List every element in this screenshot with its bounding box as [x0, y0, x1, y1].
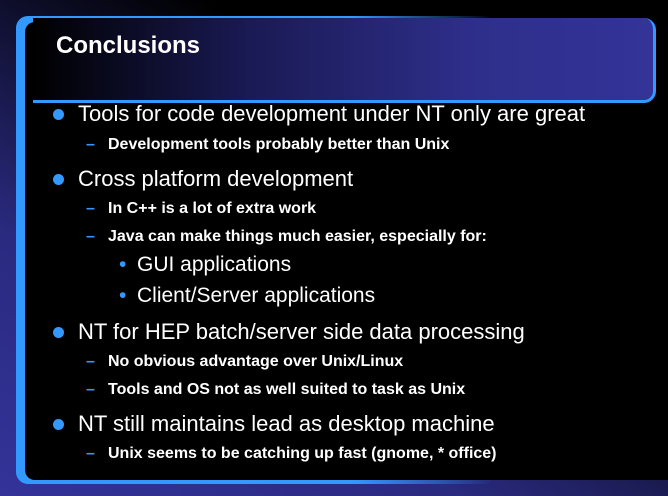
sub-bullet-item: – No obvious advantage over Unix/Linux [86, 353, 404, 371]
sub-bullet-item: – Unix seems to be catching up fast (gnom… [86, 445, 497, 463]
sub-bullet-text: In C++ is a lot of extra work [108, 200, 317, 217]
sub-sub-bullet-item: • GUI applications [119, 253, 292, 277]
dash-icon: – [86, 200, 95, 217]
bullet-item: Cross platform development [53, 166, 354, 192]
sub-bullet-item: – In C++ is a lot of extra work [86, 200, 317, 218]
sub-bullet-item: – Java can make things much easier, espec… [86, 228, 487, 246]
bullet-dot-icon [53, 174, 64, 185]
sub-sub-bullet-item: • Client/Server applications [119, 284, 376, 308]
dash-icon: – [86, 136, 95, 153]
sub-sub-bullet-text: Client/Server applications [137, 284, 376, 307]
bullet-dot-icon: • [119, 284, 127, 307]
sub-bullet-text: Unix seems to be catching up fast (gnome… [108, 445, 497, 462]
title-bar [33, 18, 656, 103]
sub-bullet-item: – Development tools probably better than … [86, 136, 450, 154]
bullet-text: Cross platform development [78, 166, 354, 191]
bullet-text: Tools for code development under NT only… [78, 101, 586, 126]
slide-title: Conclusions [56, 32, 201, 59]
bullet-dot-icon [53, 109, 64, 120]
sub-bullet-item: – Tools and OS not as well suited to task… [86, 381, 466, 399]
dash-icon: – [86, 445, 95, 462]
bullet-dot-icon: • [119, 253, 127, 276]
sub-bullet-text: Development tools probably better than U… [108, 136, 450, 153]
bullet-item: NT for HEP batch/server side data proces… [53, 319, 525, 345]
bullet-text: NT for HEP batch/server side data proces… [78, 319, 525, 344]
bullet-dot-icon [53, 327, 64, 338]
bullet-text: NT still maintains lead as desktop machi… [78, 411, 495, 436]
dash-icon: – [86, 228, 95, 245]
bullet-dot-icon [53, 419, 64, 430]
bullet-item: Tools for code development under NT only… [53, 101, 586, 127]
sub-bullet-text: No obvious advantage over Unix/Linux [108, 353, 404, 370]
dash-icon: – [86, 353, 95, 370]
bullet-item: NT still maintains lead as desktop machi… [53, 411, 495, 437]
sub-bullet-text: Java can make things much easier, especi… [108, 228, 487, 245]
dash-icon: – [86, 381, 95, 398]
sub-sub-bullet-text: GUI applications [137, 253, 292, 276]
sub-bullet-text: Tools and OS not as well suited to task … [108, 381, 466, 398]
